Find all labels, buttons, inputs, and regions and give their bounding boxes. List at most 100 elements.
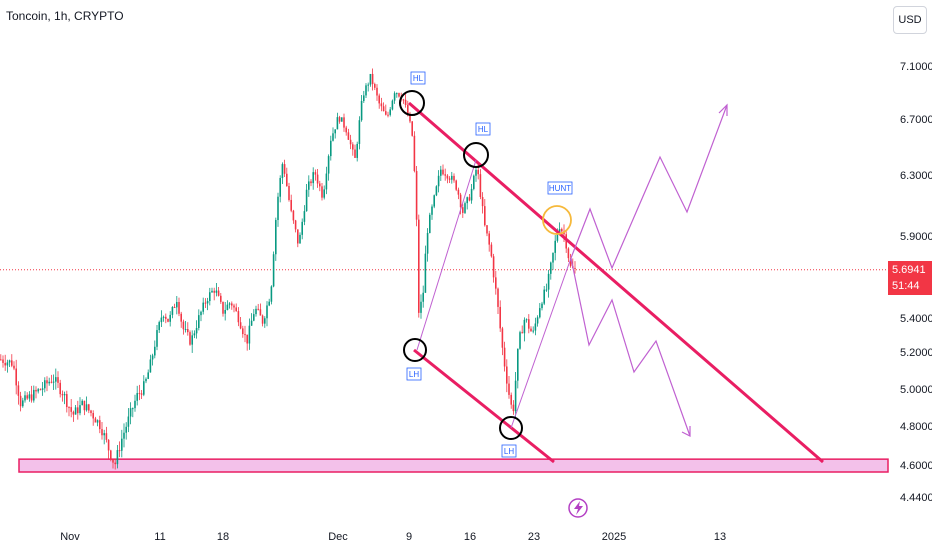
candle-body — [534, 323, 537, 331]
candle-body — [222, 301, 224, 314]
candle-body — [77, 407, 79, 414]
candle-body — [83, 400, 86, 411]
candle-body — [484, 206, 486, 226]
candle-body — [327, 156, 330, 174]
candle-body — [255, 308, 257, 315]
candle-body — [479, 174, 482, 197]
candle-body — [147, 372, 149, 379]
candle-body — [488, 233, 490, 245]
candle-body — [171, 307, 174, 315]
candle-body — [413, 135, 416, 172]
upper-trendline — [408, 101, 824, 464]
candle-body — [209, 292, 211, 302]
candle-body — [30, 394, 33, 401]
candle-body — [429, 214, 431, 233]
x-tick-label: 11 — [154, 531, 165, 543]
candle-body — [57, 377, 59, 383]
lower-trendline — [413, 348, 555, 464]
candle-body — [393, 93, 396, 101]
candle-body — [215, 290, 218, 293]
candle-body — [464, 203, 466, 213]
candle-body — [46, 380, 48, 384]
candle-body — [173, 307, 176, 309]
candle-body — [558, 229, 561, 233]
candle-body — [510, 394, 512, 405]
candle-body — [151, 355, 154, 360]
candle-body — [121, 438, 123, 451]
candle-body — [501, 328, 504, 348]
candle-body — [420, 301, 422, 313]
candle-body — [396, 93, 398, 95]
candle-body — [506, 366, 508, 384]
candle-body — [503, 347, 506, 367]
candle-body — [448, 178, 451, 180]
candle-body — [481, 196, 484, 207]
candle-body — [162, 316, 165, 318]
candle-body — [528, 319, 530, 329]
x-axis: Nov 11 18 Dec 9 16 23 2025 13 — [60, 531, 726, 543]
candle-body — [99, 420, 101, 430]
candle-body — [118, 450, 121, 452]
candle-body — [44, 380, 46, 389]
candle-body — [268, 301, 270, 306]
candle-body — [107, 439, 110, 451]
currency-button[interactable]: USD — [893, 6, 927, 34]
candle-body — [310, 181, 312, 184]
candle-body — [574, 267, 576, 269]
candle-body — [446, 175, 449, 179]
candle-body — [246, 334, 248, 344]
lightning-icon[interactable] — [568, 498, 588, 518]
candle-body — [85, 404, 88, 411]
candle-body — [272, 254, 275, 287]
candle-body — [66, 394, 68, 408]
candle-body — [365, 85, 367, 96]
annotation-box — [410, 71, 426, 85]
candle-body — [116, 450, 119, 465]
annotation-label: LH — [504, 447, 514, 456]
candle-body — [189, 332, 191, 345]
current-price-value: 5.6941 — [892, 264, 926, 276]
bullish-arrowhead — [718, 103, 728, 116]
candle-body — [213, 290, 215, 293]
candle-body — [539, 308, 541, 318]
hl-circle-1 — [399, 90, 425, 116]
candle-body — [433, 195, 435, 207]
candle-body — [41, 388, 44, 390]
candle-body — [204, 302, 207, 304]
candle-body — [81, 400, 83, 406]
annotation-label: HUNT — [549, 184, 571, 193]
candle-body — [275, 220, 277, 255]
candle-body — [68, 407, 70, 409]
annotation-label: LH — [409, 370, 419, 379]
candle-body — [312, 172, 314, 184]
candle-body — [266, 305, 268, 319]
candle-body — [187, 329, 189, 333]
candle-body — [231, 303, 233, 306]
candle-body — [74, 407, 77, 415]
candle-body — [358, 120, 361, 144]
candle-body — [202, 302, 204, 312]
candle-body — [24, 395, 26, 401]
lh-circle-2 — [499, 416, 523, 440]
trend-overlays: HL HL HUNT LH LH — [399, 71, 824, 464]
candle-body — [90, 410, 92, 414]
y-tick-label: 6.7000 — [900, 114, 932, 126]
candle-body — [371, 73, 374, 85]
candle-body — [48, 381, 50, 384]
candle-body — [547, 273, 550, 290]
candle-body — [88, 404, 90, 411]
candle-body — [178, 301, 180, 314]
candle-body — [325, 173, 328, 190]
candle-body — [237, 311, 240, 323]
candle-body — [466, 197, 468, 204]
candle-body — [530, 328, 532, 332]
candle-body — [473, 175, 475, 189]
candle-body — [101, 429, 103, 436]
candle-body — [259, 309, 262, 316]
y-tick-label: 5.9000 — [900, 231, 932, 243]
candle-body — [19, 395, 22, 407]
candle-body — [437, 175, 440, 187]
candle-body — [411, 121, 413, 136]
